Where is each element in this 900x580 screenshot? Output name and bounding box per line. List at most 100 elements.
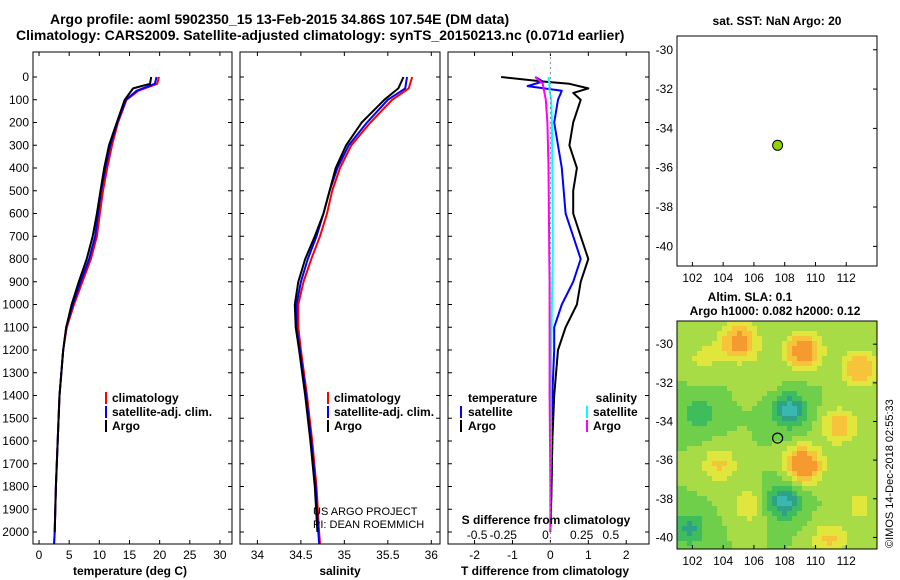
sla-cell <box>732 506 737 511</box>
sla-cell <box>702 471 707 476</box>
sla-cell <box>687 366 692 371</box>
sla-cell <box>782 326 787 331</box>
sla-cell <box>862 331 867 336</box>
s-tick-label: 0 <box>542 528 549 542</box>
sla-cell <box>762 336 767 341</box>
sla-cell <box>742 336 747 341</box>
sla-cell <box>787 356 792 361</box>
sla-cell <box>872 476 877 481</box>
sla-cell <box>747 516 752 521</box>
sla-cell <box>852 531 857 536</box>
sla-cell <box>787 521 792 526</box>
sla-cell <box>717 396 722 401</box>
sla-cell <box>812 461 817 466</box>
sla-cell <box>822 476 827 481</box>
sla-cell <box>712 531 717 536</box>
sla-cell <box>767 491 772 496</box>
sla-cell <box>737 436 742 441</box>
sla-cell <box>712 371 717 376</box>
sla-cell <box>777 346 782 351</box>
sla-cell <box>697 506 702 511</box>
sla-cell <box>717 481 722 486</box>
sla-cell <box>727 491 732 496</box>
sla-cell <box>787 501 792 506</box>
sla-cell <box>782 501 787 506</box>
sla-cell <box>812 341 817 346</box>
sla-cell <box>827 506 832 511</box>
sla-cell <box>777 361 782 366</box>
sla-cell <box>677 431 682 436</box>
sla-cell <box>822 516 827 521</box>
sla-cell <box>747 461 752 466</box>
sla-cell <box>787 321 792 326</box>
sla-cell <box>712 446 717 451</box>
sla-cell <box>867 376 872 381</box>
sla-cell <box>852 471 857 476</box>
sst-map-frame <box>676 35 878 267</box>
sla-cell <box>827 386 832 391</box>
sla-cell <box>777 336 782 341</box>
sla-cell <box>832 481 837 486</box>
sla-cell <box>677 376 682 381</box>
sla-cell <box>682 406 687 411</box>
sla-cell <box>817 436 822 441</box>
sla-cell <box>817 466 822 471</box>
sla-cell <box>782 536 787 541</box>
sla-cell <box>707 516 712 521</box>
sla-cell <box>857 516 862 521</box>
sla-cell <box>862 531 867 536</box>
sla-cell <box>682 501 687 506</box>
sla-cell <box>782 506 787 511</box>
sla-cell <box>717 441 722 446</box>
sla-cell <box>697 461 702 466</box>
sla-cell <box>777 416 782 421</box>
sla-cell <box>697 366 702 371</box>
sla-cell <box>792 471 797 476</box>
sla-cell <box>797 456 802 461</box>
sla-cell <box>722 536 727 541</box>
sla-cell <box>857 421 862 426</box>
sla-cell <box>812 406 817 411</box>
depth-tick-label: 900 <box>9 275 29 289</box>
sla-cell <box>837 396 842 401</box>
sla-cell <box>822 406 827 411</box>
sla-cell <box>727 346 732 351</box>
sla-cell <box>767 356 772 361</box>
sla-cell <box>827 426 832 431</box>
sla-cell <box>862 336 867 341</box>
sla-cell <box>842 436 847 441</box>
sla-cell <box>787 506 792 511</box>
sla-cell <box>712 466 717 471</box>
sla-cell <box>792 366 797 371</box>
sla-cell <box>752 476 757 481</box>
s-tick-label: -0.5 <box>467 528 488 542</box>
sla-cell <box>777 521 782 526</box>
sla-cell <box>862 356 867 361</box>
sla-cell <box>682 466 687 471</box>
sla-cell <box>827 381 832 386</box>
sla-cell <box>837 431 842 436</box>
sla-cell <box>867 341 872 346</box>
sla-cell <box>827 486 832 491</box>
sla-cell <box>682 496 687 501</box>
sla-cell <box>827 516 832 521</box>
sla-cell <box>722 491 727 496</box>
sla-cell <box>862 396 867 401</box>
sla-cell <box>782 341 787 346</box>
sla-cell <box>757 381 762 386</box>
legend-label-satellite: satellite-adj. clim. <box>112 405 212 419</box>
sla-cell <box>872 511 877 516</box>
sla-cell <box>692 466 697 471</box>
sst-float-marker <box>772 139 784 151</box>
sla-cell <box>862 441 867 446</box>
sla-cell <box>707 326 712 331</box>
sla-cell <box>867 331 872 336</box>
sla-cell <box>727 371 732 376</box>
sla-cell <box>682 351 687 356</box>
sla-cell <box>682 401 687 406</box>
sla-cell <box>702 501 707 506</box>
sla-cell <box>707 496 712 501</box>
sla-cell <box>832 426 837 431</box>
sla-cell <box>842 401 847 406</box>
sla-map-x-tick-label: 112 <box>837 554 856 568</box>
